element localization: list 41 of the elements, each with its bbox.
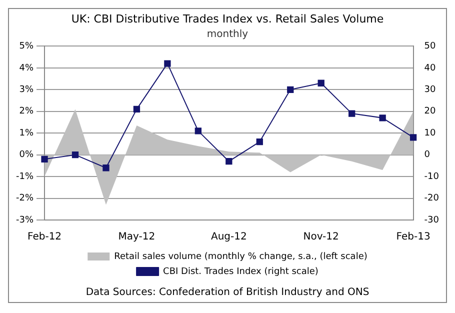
point [164, 60, 171, 67]
x-tick-label: Feb-12 [28, 232, 62, 243]
y-tick-label: 1% [19, 128, 34, 138]
point [194, 128, 202, 134]
y-tick-label: -1% [16, 172, 34, 182]
point [287, 86, 294, 93]
y2-tick-label: 10 [424, 128, 436, 138]
y2-tick-label: 20 [424, 106, 436, 117]
point [102, 164, 110, 172]
point [72, 151, 79, 158]
y-tick-label: -3% [16, 215, 34, 226]
y2-tick-label: -20 [424, 194, 440, 204]
x-tick-label: Nov-12 [303, 232, 339, 243]
chart-title: UK: CBI Distributive Trades Index vs. Retail Sales Volume [71, 12, 384, 26]
x-tick-label: Aug-12 [210, 232, 247, 243]
point [256, 138, 263, 146]
x-tick-label: May-12 [118, 232, 156, 243]
point [348, 110, 356, 117]
y2-tick-label: -30 [424, 215, 440, 226]
point [41, 156, 48, 162]
y-tick-label: 3% [19, 84, 34, 95]
y2-tick-label: 50 [424, 42, 436, 52]
x-tick-label: Feb-13 [396, 232, 430, 243]
point [133, 106, 140, 113]
chart-subtitle: monthly [206, 28, 248, 40]
y-tick-label: 0% [19, 150, 34, 160]
y2-tick-label: 30 [424, 84, 436, 95]
legend-label: CBI Dist. Trades Index (right scale) [163, 266, 318, 277]
y-tick-label: 4% [19, 63, 34, 74]
y2-tick-label: -10 [424, 172, 440, 182]
y-tick-label: 5% [19, 42, 34, 52]
y-tick-label: -2% [16, 194, 34, 204]
text: Data Sources: Confederation of British Industry and ONS [84, 286, 370, 300]
point [226, 158, 232, 165]
y2-tick-label: 0 [424, 150, 430, 160]
point [379, 114, 386, 122]
point [410, 134, 417, 141]
point [318, 80, 324, 86]
legend-label: Retail sales volume (monthly % change, s.a., (left scale) [114, 252, 368, 262]
y-tick-label: 2% [19, 106, 34, 117]
y2-tick-label: 40 [424, 63, 436, 74]
